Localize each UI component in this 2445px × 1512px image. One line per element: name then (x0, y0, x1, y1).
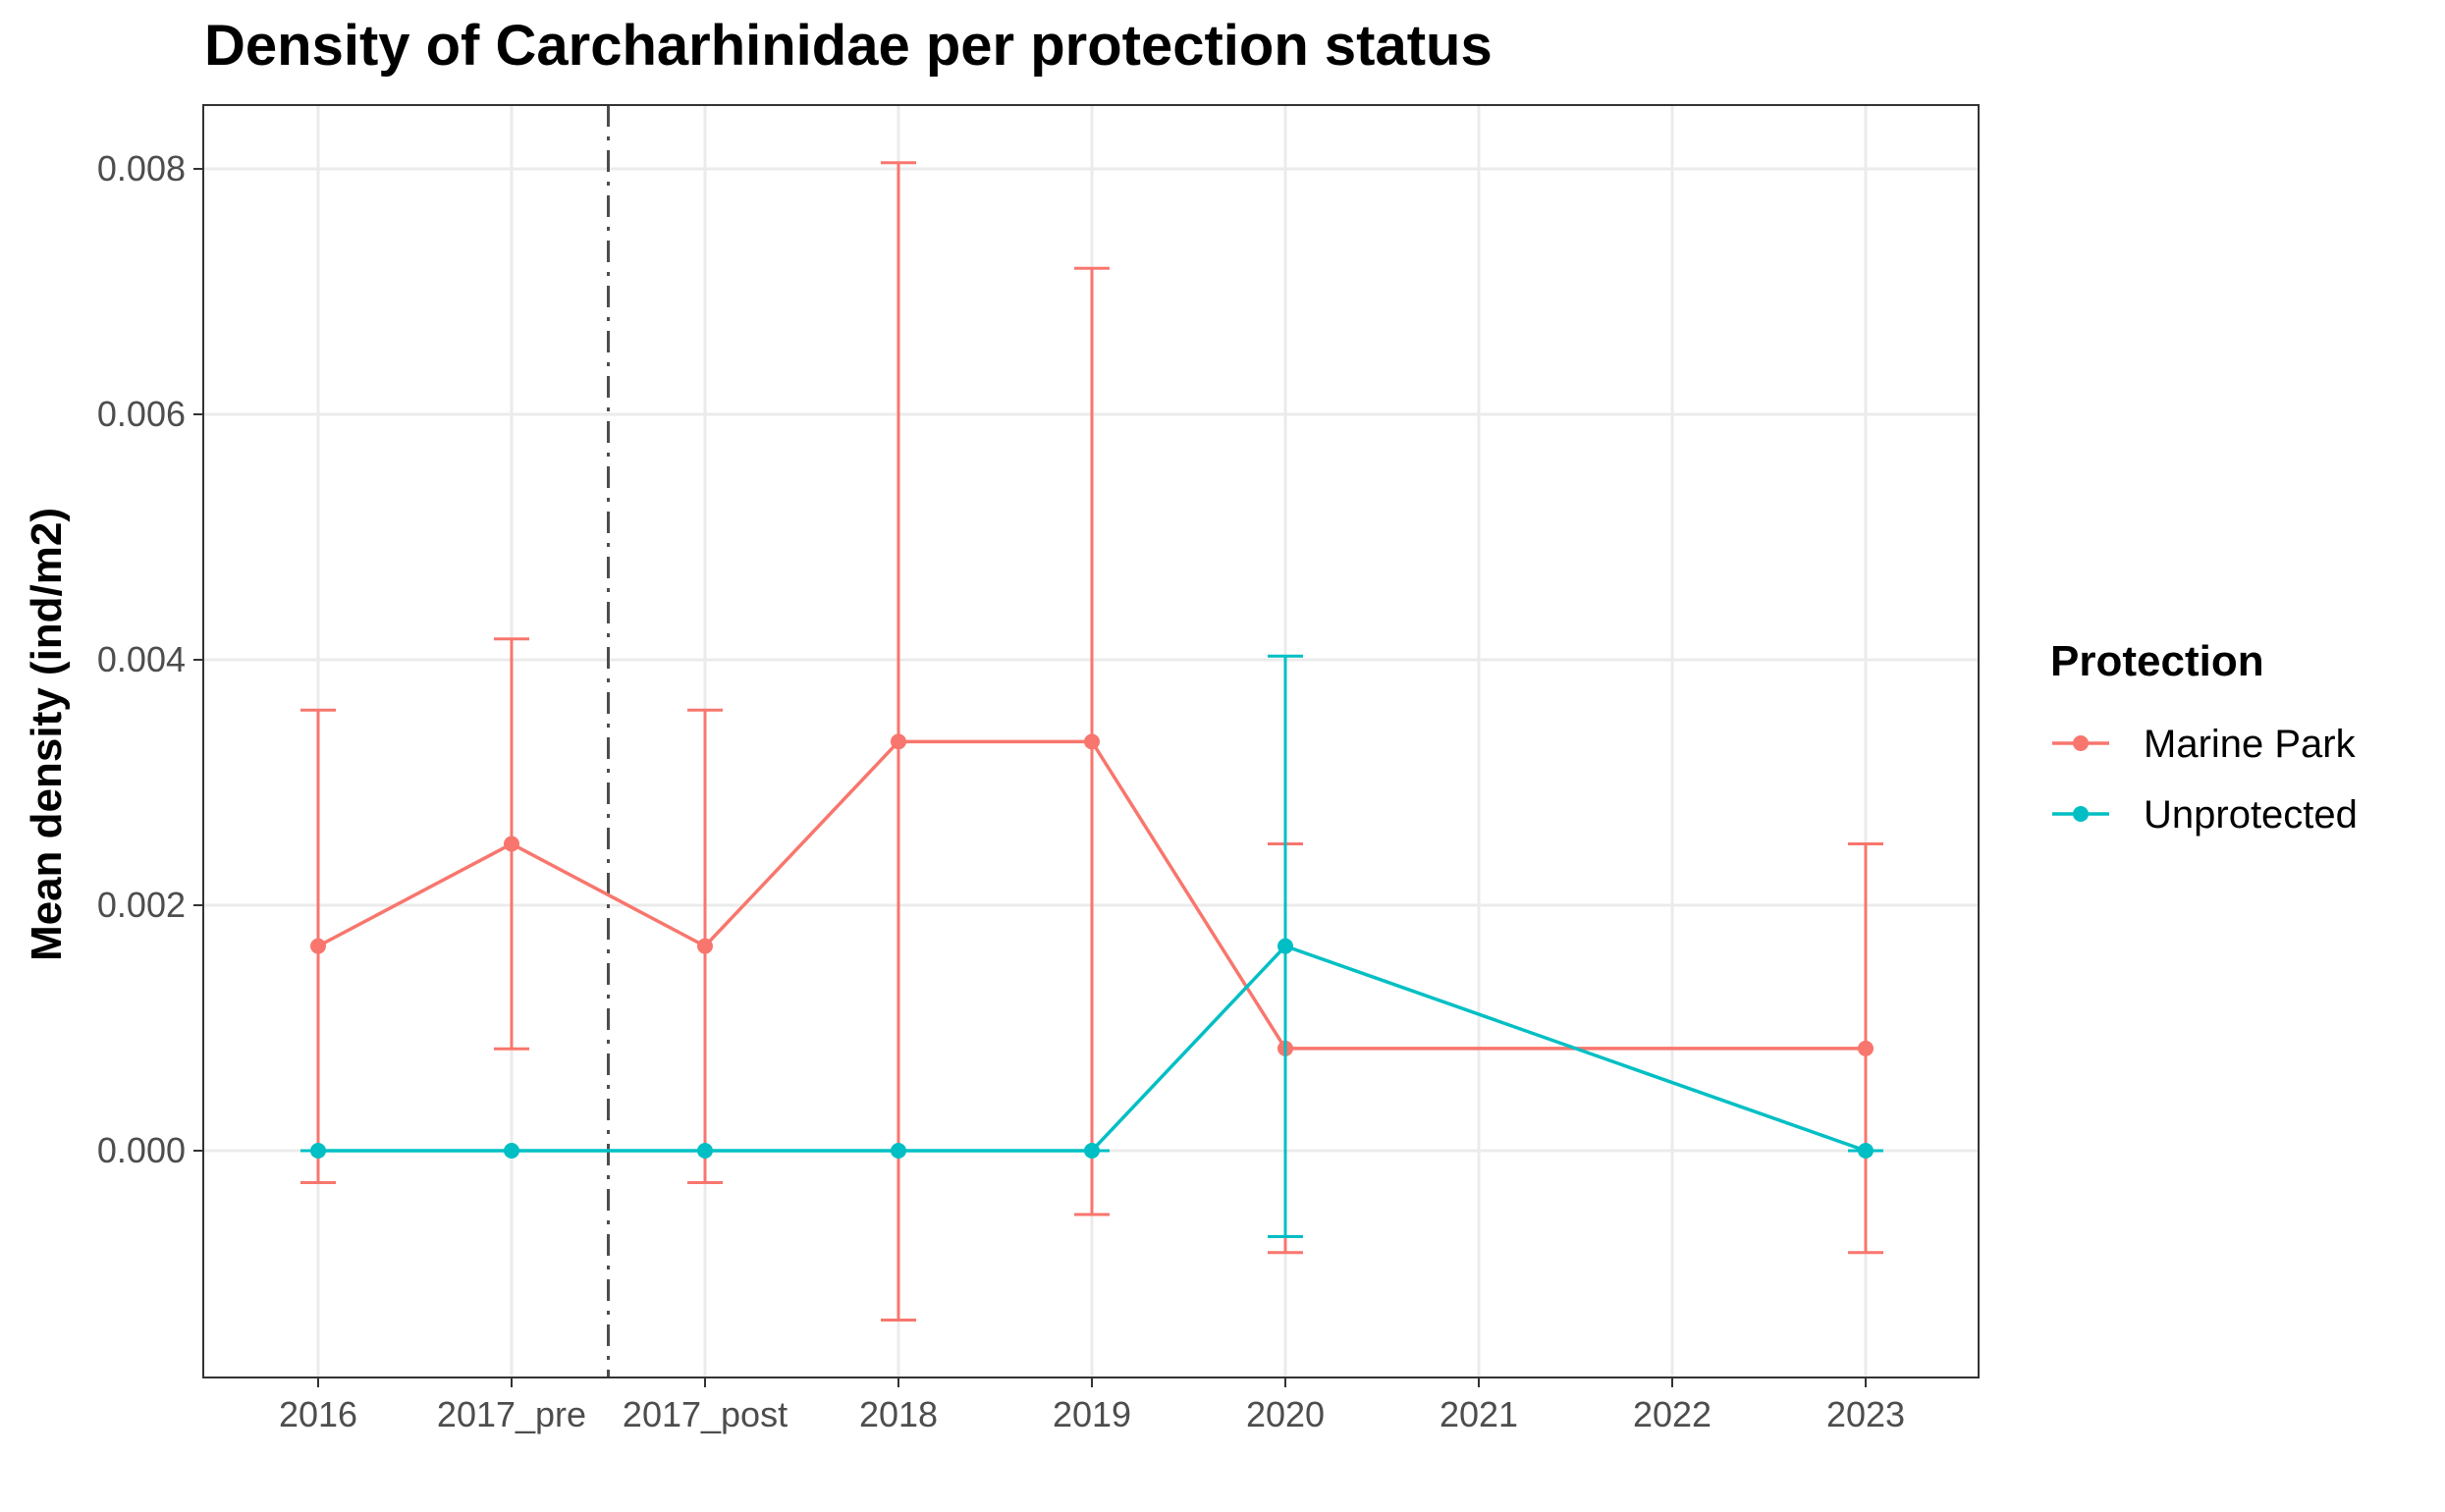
y-tick-label: 0.002 (97, 885, 186, 925)
chart-title: Density of Carcharhinidae per protection… (204, 14, 1493, 78)
y-axis-ticks: 0.000 0.002 0.004 0.006 0.008 (97, 148, 203, 1170)
data-series (300, 161, 1883, 1322)
x-axis-ticks: 2016 2017_pre 2017_post 2018 2019 2020 2021 202… (279, 1377, 1905, 1434)
data-point (697, 1143, 713, 1159)
x-tick-label: 2023 (1826, 1394, 1905, 1434)
x-tick-label: 2017_post (623, 1394, 788, 1434)
x-tick-label: 2016 (279, 1394, 357, 1434)
x-tick-label: 2020 (1246, 1394, 1325, 1434)
data-point (891, 733, 906, 750)
legend-item: Unprotected (2052, 793, 2358, 837)
data-point (1084, 733, 1100, 750)
legend-label: Marine Park (2144, 723, 2357, 766)
data-point (697, 938, 713, 954)
y-tick-label: 0.004 (97, 639, 186, 679)
legend-key-point (2073, 806, 2089, 822)
legend-item: Marine Park (2052, 723, 2357, 766)
data-point (1277, 938, 1293, 954)
legend-label: Unprotected (2144, 793, 2358, 837)
data-point (1084, 1143, 1100, 1159)
y-tick-label: 0.008 (97, 148, 186, 189)
data-point (310, 938, 326, 954)
data-point (310, 1143, 326, 1159)
data-point (504, 836, 519, 852)
data-point (504, 1143, 519, 1159)
y-tick-label: 0.000 (97, 1130, 186, 1170)
y-axis-title: Mean density (ind/m2) (23, 508, 71, 961)
legend-key-point (2073, 735, 2089, 751)
data-point (891, 1143, 906, 1159)
y-tick-label: 0.006 (97, 394, 186, 434)
data-point (1858, 1143, 1874, 1159)
x-tick-label: 2021 (1440, 1394, 1518, 1434)
legend-title: Protection (2050, 637, 2264, 685)
x-tick-label: 2019 (1053, 1394, 1131, 1434)
legend: Protection Marine Park Unprotected (2050, 637, 2358, 837)
series-unprotected (300, 654, 1883, 1238)
x-tick-label: 2022 (1633, 1394, 1712, 1434)
x-tick-label: 2018 (859, 1394, 938, 1434)
data-point (1858, 1040, 1874, 1056)
legend-items: Marine Park Unprotected (2052, 723, 2358, 837)
x-tick-label: 2017_pre (437, 1394, 586, 1434)
